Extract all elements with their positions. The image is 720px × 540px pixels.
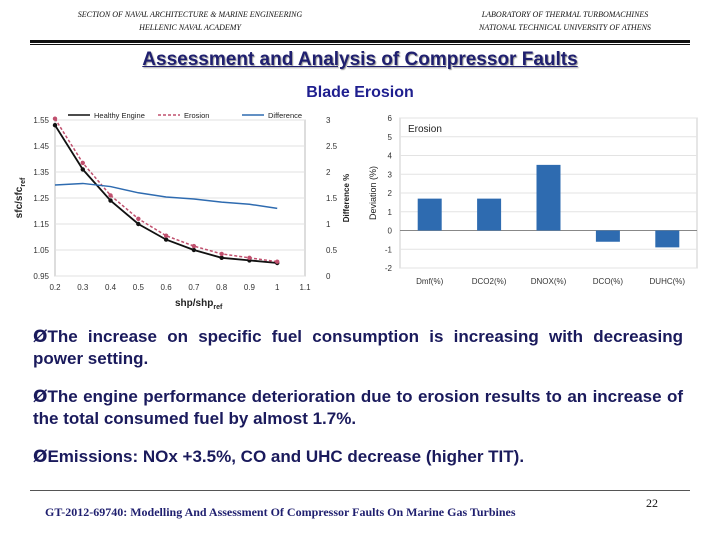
- category-label: DUHC(%): [650, 277, 686, 286]
- data-point: [80, 167, 85, 172]
- y-tick-label: 2: [388, 189, 393, 198]
- x-tick-label: 0.5: [133, 283, 145, 292]
- y-tick-label: 0.95: [33, 272, 49, 281]
- data-point: [136, 221, 141, 227]
- data-point: [80, 160, 85, 166]
- footer-rule: [30, 490, 690, 491]
- y-axis-label-sub: ref: [20, 177, 27, 187]
- series-line-2: [54, 182, 278, 210]
- y-tick-label: 0: [388, 227, 393, 236]
- x-tick-label: 0.8: [216, 283, 228, 292]
- bar: [595, 230, 620, 242]
- header-left-line1: SECTION OF NAVAL ARCHITECTURE & MARINE E…: [77, 10, 303, 19]
- bullet-2-text: The engine performance deterioration due…: [33, 387, 683, 428]
- data-point: [191, 243, 197, 249]
- bullet-3: ØEmissions: NOx +3.5%, CO and UHC decrea…: [33, 446, 683, 468]
- category-label: DCO2(%): [472, 277, 507, 286]
- slide-title: Assessment and Analysis of Compressor Fa…: [142, 49, 578, 70]
- data-point: [163, 237, 169, 242]
- x-tick-label: 1: [275, 283, 280, 292]
- bullet-marker: Ø: [33, 447, 48, 467]
- y-axis-label: Deviation (%): [368, 166, 378, 220]
- x-tick-label: 0.4: [105, 283, 117, 292]
- header-left-line2: HELLENIC NAVAL ACADEMY: [139, 23, 241, 32]
- x-tick-label: 1.1: [299, 283, 311, 292]
- y-tick-label: 1.15: [33, 220, 49, 229]
- bullet-1-text: The increase on specific fuel consumptio…: [33, 327, 683, 368]
- header-right-line2: NATIONAL TECHNICAL UNIVERSITY OF ATHENS: [479, 23, 651, 32]
- y2-tick-label: 0: [326, 272, 331, 281]
- sfc-line-chart: 0.95 1.05 1.15 1.25 1.35 1.45 1.55 0 0.5 1 1.5 2 2.5…: [14, 111, 351, 311]
- bar: [477, 198, 502, 231]
- data-point: [108, 193, 113, 198]
- y2-tick-label: 2: [326, 168, 331, 177]
- header-rule: [30, 40, 690, 43]
- data-point: [219, 251, 224, 257]
- y2-tick-label: 2.5: [326, 142, 338, 151]
- legend-label: Difference: [268, 111, 302, 120]
- legend-label: Erosion: [184, 111, 209, 120]
- data-point: [108, 198, 113, 203]
- x-tick-label: 0.7: [188, 283, 200, 292]
- data-point: [191, 247, 197, 253]
- data-point: [136, 216, 141, 221]
- deviation-bar-chart: -2 -1 0 1 2 3 4 5 6 Deviation (%) Dmf(%) DCO2(%) DNO…: [368, 114, 698, 286]
- category-label: DNOX(%): [531, 277, 567, 286]
- data-point: [275, 259, 280, 264]
- y-tick-label: 4: [388, 152, 393, 161]
- data-point: [247, 255, 252, 260]
- y-tick-label: 1.55: [33, 116, 49, 125]
- x-tick-label: 0.3: [77, 283, 89, 292]
- y-tick-label: -1: [385, 245, 393, 254]
- y2-tick-label: 1: [326, 220, 331, 229]
- y-tick-label: 1.25: [33, 194, 49, 203]
- x-tick-label: 0.2: [49, 283, 61, 292]
- legend-label: Healthy Engine: [94, 111, 145, 120]
- bullet-marker: Ø: [33, 327, 48, 347]
- bar: [655, 230, 680, 248]
- data-point: [163, 233, 169, 238]
- category-label: Dmf(%): [416, 277, 443, 286]
- header-right-line1: LABORATORY OF THERMAL TURBOMACHINES: [481, 10, 649, 19]
- bullet-2: ØThe engine performance deterioration du…: [33, 386, 683, 430]
- data-point: [219, 255, 224, 260]
- x-tick-label: 0.9: [244, 283, 256, 292]
- y-tick-label: -2: [385, 264, 393, 273]
- data-point: [52, 123, 58, 128]
- y-tick-label: 1: [388, 208, 393, 217]
- page-number: 22: [646, 496, 658, 510]
- x-axis-label: shp/shpref: [175, 298, 223, 311]
- y-tick-label: 1.35: [33, 168, 49, 177]
- bullet-marker: Ø: [33, 387, 48, 407]
- header-rule-thin: [30, 44, 690, 45]
- slide-subtitle: Blade Erosion: [306, 84, 414, 101]
- footer-citation: GT-2012-69740: Modelling And Assessment …: [45, 505, 516, 519]
- bullet-3-text: Emissions: NOx +3.5%, CO and UHC decreas…: [47, 447, 525, 466]
- bar: [536, 164, 561, 231]
- category-label: DCO(%): [593, 277, 624, 286]
- y-axis-label: sfc/sfcref: [14, 177, 27, 218]
- y-tick-label: 5: [388, 133, 393, 142]
- legend-label: Erosion: [408, 124, 442, 135]
- bullet-1: ØThe increase on specific fuel consumpti…: [33, 326, 683, 370]
- x-tick-label: 0.6: [161, 283, 173, 292]
- series-line-1: [54, 118, 278, 263]
- y-tick-label: 1.45: [33, 142, 49, 151]
- y2-tick-label: 0.5: [326, 246, 338, 255]
- y-tick-label: 3: [388, 170, 393, 179]
- y2-tick-label: 3: [326, 116, 331, 125]
- y-tick-label: 6: [388, 114, 393, 123]
- y-tick-label: 1.05: [33, 246, 49, 255]
- y2-axis-label: Difference %: [342, 174, 351, 222]
- data-point: [52, 116, 58, 121]
- x-axis-label-sub: ref: [213, 304, 223, 311]
- y2-tick-label: 1.5: [326, 194, 338, 203]
- bar: [417, 198, 442, 231]
